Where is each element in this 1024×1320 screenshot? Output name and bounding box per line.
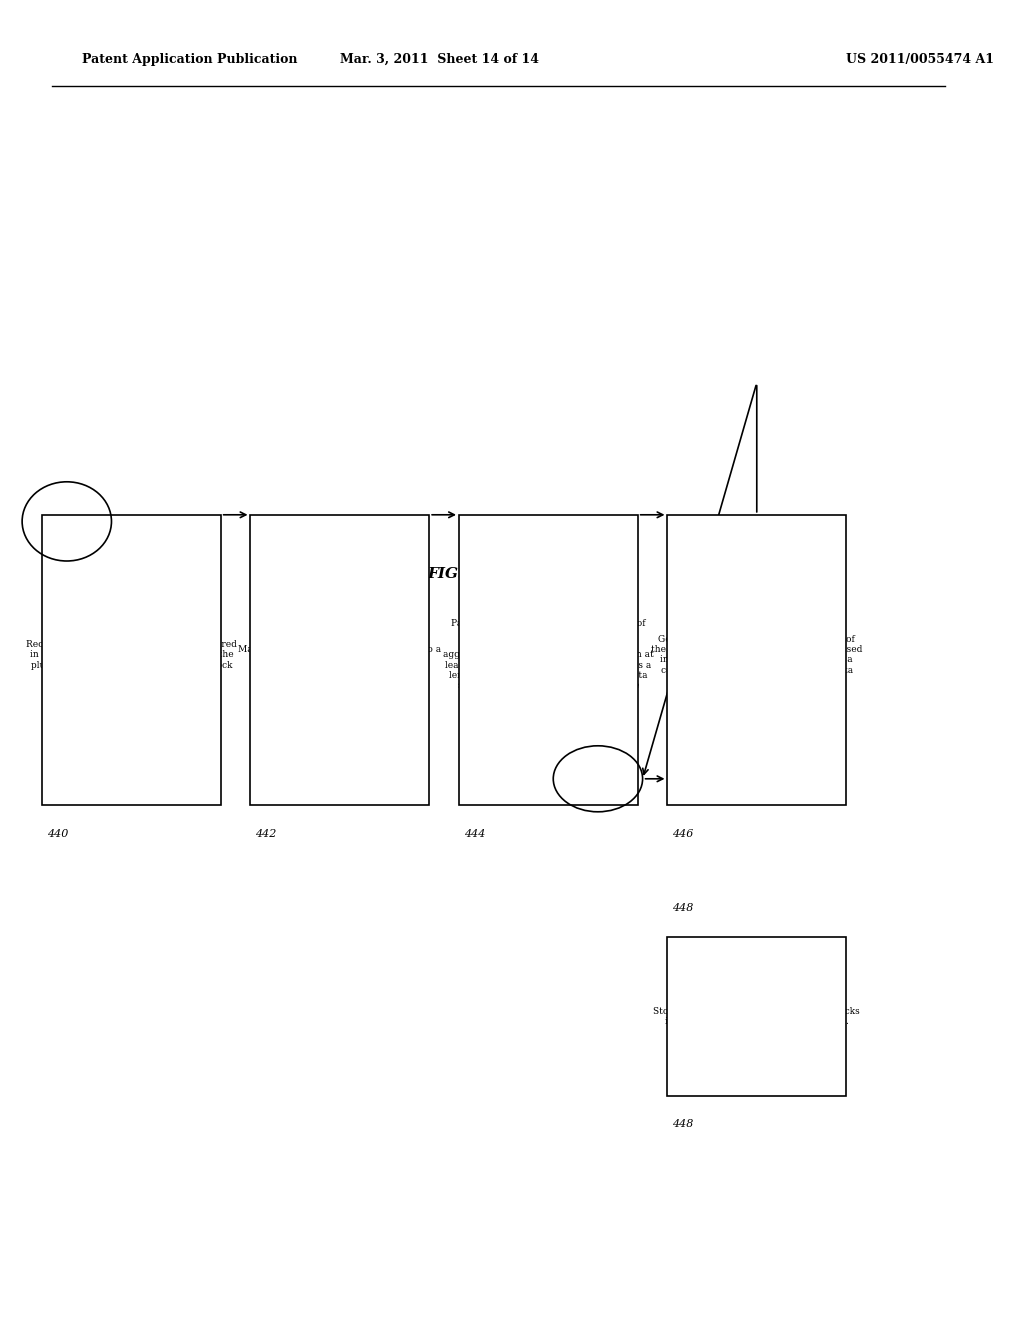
Text: Patent Application Publication: Patent Application Publication [82,53,297,66]
Text: Pack the data from each of the plurality of
data blocks into a data section of t: Pack the data from each of the plurality… [443,619,653,701]
Text: Store the plurality of aggregated data blocks
in a plurality of dispersed storag: Store the plurality of aggregated data b… [653,1007,860,1026]
Text: 448: 448 [673,903,694,913]
Text: 448: 448 [673,1119,694,1130]
Text: 440: 440 [47,829,69,840]
Text: 442: 442 [255,829,276,840]
Text: 444: 444 [464,829,485,840]
Text: Generate aggregated metadata for each of
the plurality of aggregated data blocks: Generate aggregated metadata for each of… [651,635,862,685]
Text: FIG. 21: FIG. 21 [428,568,490,581]
Text: US 2011/0055474 A1: US 2011/0055474 A1 [846,53,994,66]
FancyBboxPatch shape [251,515,429,805]
FancyBboxPatch shape [42,515,221,805]
Text: Map each of the plurality of data blocks to a
corresponding one of a plurality o: Map each of the plurality of data blocks… [239,645,441,675]
Text: start: start [53,516,80,527]
FancyBboxPatch shape [668,937,846,1096]
Text: Mar. 3, 2011  Sheet 14 of 14: Mar. 3, 2011 Sheet 14 of 14 [340,53,539,66]
Text: 446: 446 [673,829,694,840]
Text: continue: continue [573,774,623,784]
FancyBboxPatch shape [459,515,638,805]
FancyBboxPatch shape [668,515,846,805]
Text: Receive a plurality of data blocks to be stored
in the dispersed storage system,: Receive a plurality of data blocks to be… [26,640,237,680]
